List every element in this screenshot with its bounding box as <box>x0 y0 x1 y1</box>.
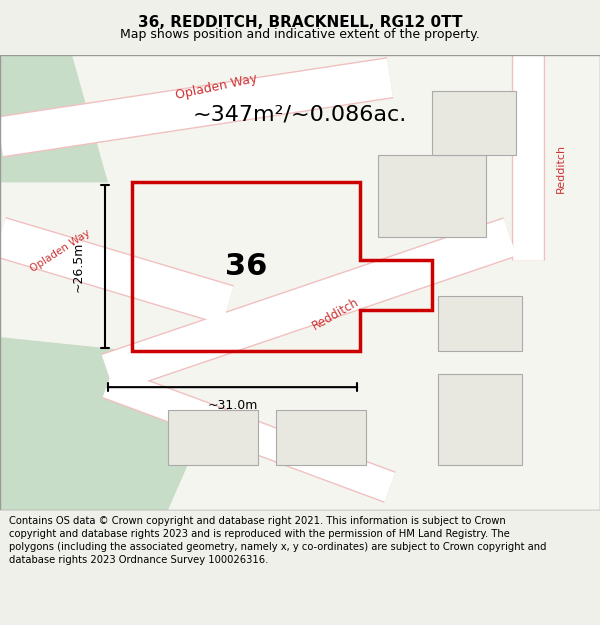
Text: Map shows position and indicative extent of the property.: Map shows position and indicative extent… <box>120 28 480 41</box>
Text: Contains OS data © Crown copyright and database right 2021. This information is : Contains OS data © Crown copyright and d… <box>9 516 547 566</box>
Text: 36, REDDITCH, BRACKNELL, RG12 0TT: 36, REDDITCH, BRACKNELL, RG12 0TT <box>138 16 462 31</box>
Bar <box>438 296 522 351</box>
Text: ~31.0m: ~31.0m <box>208 399 257 412</box>
Bar <box>168 410 258 464</box>
Bar <box>438 374 522 464</box>
Text: Opladen Way: Opladen Way <box>174 72 258 102</box>
Text: ~347m²/~0.086ac.: ~347m²/~0.086ac. <box>193 104 407 124</box>
Text: Redditch: Redditch <box>310 296 362 333</box>
Bar <box>276 410 366 464</box>
Bar <box>432 91 516 155</box>
FancyBboxPatch shape <box>0 55 600 510</box>
Text: Opladen Way: Opladen Way <box>28 228 92 274</box>
Bar <box>378 155 486 237</box>
Polygon shape <box>0 55 108 182</box>
Text: 36: 36 <box>225 252 267 281</box>
Polygon shape <box>0 337 192 510</box>
Text: ~26.5m: ~26.5m <box>71 241 85 292</box>
Text: Redditch: Redditch <box>556 144 566 193</box>
